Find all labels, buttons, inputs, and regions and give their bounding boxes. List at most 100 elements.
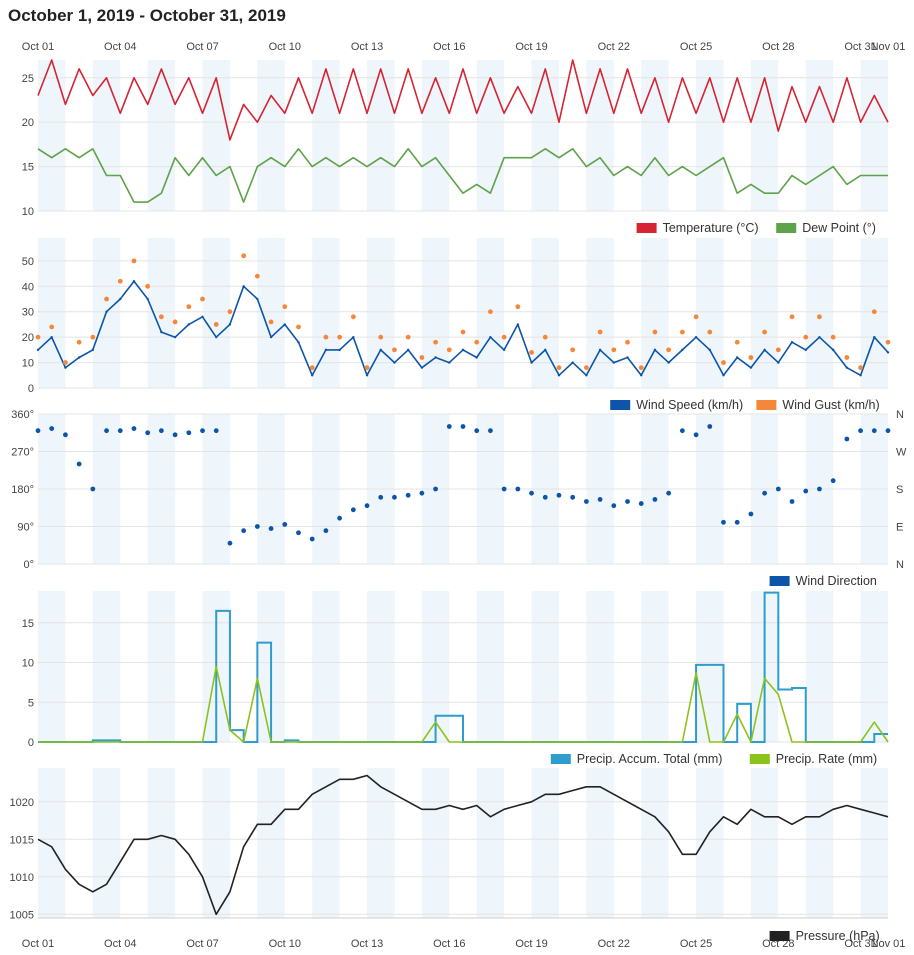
day-band [476,591,505,742]
wind-speed-point [886,351,890,354]
wind-speed-point [612,361,616,364]
day-band [860,768,888,918]
wind-direction-point [172,432,178,438]
wind-speed-point [530,361,533,364]
wind-speed-point [228,323,232,326]
temperature-c-line [37,59,889,141]
wind-direction-point [515,486,521,492]
day-band [531,591,559,742]
day-band [586,768,614,918]
x-tick-label: Oct 19 [515,41,547,53]
wind-speed-point [653,348,657,352]
wind-speed-point [777,361,780,364]
day-band [312,768,340,918]
y-tick-label: 1010 [10,872,34,884]
wind-direction-point [35,428,41,434]
wind-gust-point [145,283,151,289]
y-tick-label: 25 [22,73,34,85]
wind-speed-point [242,285,245,288]
wind-speed-point [667,361,670,364]
y-tick-label: 10 [22,206,34,218]
wind-direction-point [858,428,863,434]
wind-gust-point [49,324,55,330]
wind-direction-point [529,490,534,496]
day-band [586,60,614,211]
wind-gust-point [501,334,507,340]
day-band [202,60,230,211]
wind-direction-point [117,428,123,434]
wind-speed-point [173,335,177,339]
wind-gust-point [871,309,877,315]
day-band [805,60,834,211]
day-band [641,60,669,211]
wind-gust-point [885,339,891,345]
wind-gust-point [652,329,658,335]
wind-direction-point [446,424,452,429]
y-tick-label: 10 [22,358,34,370]
wind-direction-point [213,428,219,434]
day-band [202,768,230,918]
wind-speed-point [420,366,424,369]
wind-gust-point [570,347,576,353]
x-tick-label: Oct 04 [104,41,136,53]
day-band [860,591,888,742]
day-band [367,60,395,211]
wind-direction-point [268,526,274,531]
wind-direction-point [227,540,233,546]
y-tick-label: 0 [28,737,34,749]
day-band [92,591,121,742]
pressure-hpa-line [37,774,889,916]
legend-swatch [749,754,770,764]
wind-speed-point [845,366,849,369]
day-band [38,591,66,742]
x-tick-label: Oct 10 [269,41,301,53]
wind-direction-point [871,428,877,434]
legends: Dew Point (°) Temperature (°C) Wind Gust (… [550,221,880,943]
x-tick-label: Oct 04 [104,938,136,950]
day-band [476,768,505,918]
y-tick-label: 360° [11,409,34,421]
wind-gust-point [76,339,82,345]
wind-gust-point [172,319,178,325]
wind-gust-point [858,365,863,371]
y-tick-label: 180° [11,484,34,496]
wind-gust-point [433,339,438,345]
wind-speed-point [283,323,286,326]
wind-direction-point [885,428,891,434]
wind-direction-point [803,488,809,494]
x-tick-label: Oct 01 [22,41,54,53]
wind-gust-point [117,278,123,284]
wind-speed-point [91,348,95,352]
wind-gust-point [707,329,713,335]
wind-gust-point [762,329,768,335]
wind-gust-point [542,334,548,340]
wind-direction-point [679,428,685,434]
wind-gust-point [282,304,288,310]
wind-speed-point [160,330,163,334]
wind-gust-point [734,339,740,345]
wind-speed-point [338,348,341,352]
day-band [92,768,121,918]
wind-speed-point [681,348,684,352]
day-band [421,60,450,211]
wind-direction-point [378,494,384,500]
wind-speed-point [749,366,753,369]
wind-speed-point [694,335,698,339]
day-band [696,591,724,742]
y-tick-label: 30 [22,307,34,319]
wind-direction-point [158,428,164,434]
dew-point-line [37,148,888,203]
wind-direction-point [474,428,480,434]
wind-direction-point [611,503,617,509]
wind-direction-point [556,492,562,498]
y-tick-label: 1015 [10,834,34,846]
wind-speed-point [379,348,382,352]
compass-label: W [896,447,907,459]
x-tick-label: Oct 25 [680,41,712,53]
day-band [147,60,176,211]
day-band [531,768,559,918]
wind-gust-point [350,314,356,320]
wind-gust-point [474,339,480,345]
wind-direction-point [817,486,822,492]
